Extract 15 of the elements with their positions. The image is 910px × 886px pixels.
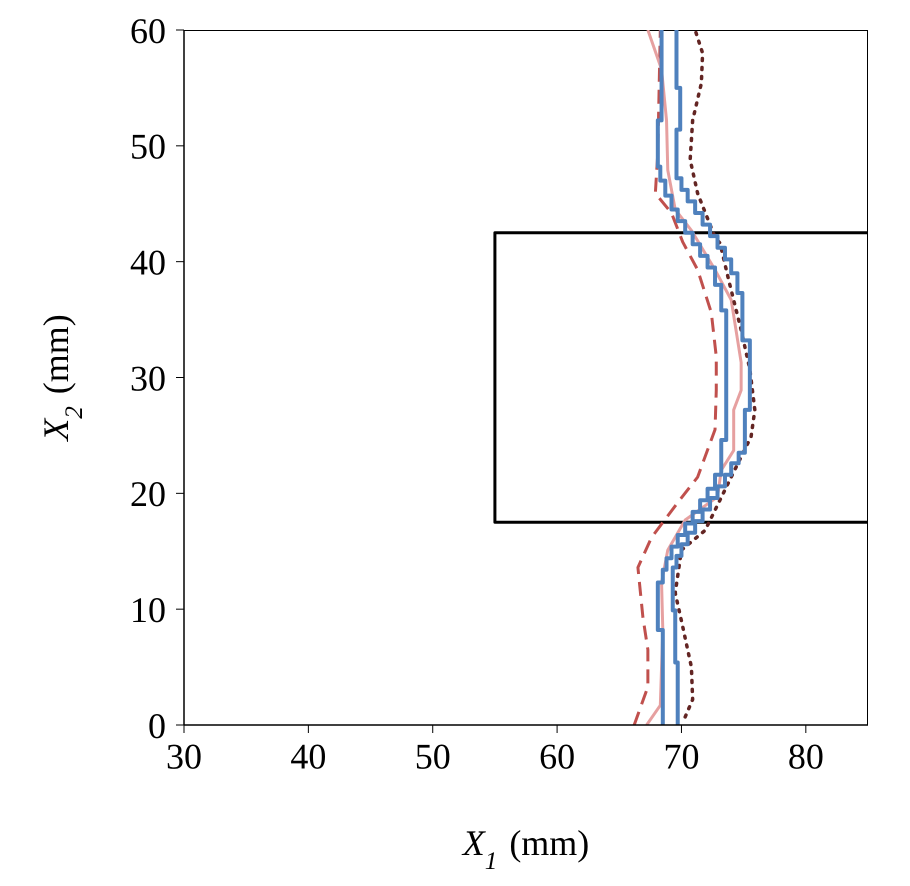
y-tick-label: 60 <box>130 10 166 51</box>
line-series <box>632 30 718 725</box>
x-tick-label: 70 <box>663 736 700 777</box>
y-tick-label: 30 <box>130 358 166 398</box>
y-tick-label: 50 <box>130 126 166 167</box>
x-tick-label: 50 <box>414 736 451 777</box>
y-tick-label: 0 <box>148 706 166 746</box>
x-axis-title: X$_{1}$ (mm) <box>460 823 590 874</box>
y-tick-label: 10 <box>130 590 166 630</box>
x-tick-label: 40 <box>290 736 326 777</box>
x-tick-label: 80 <box>788 736 824 777</box>
x-tick-label: 60 <box>539 736 576 777</box>
x-tick-label: 30 <box>166 736 202 777</box>
y-tick-label: 40 <box>130 242 166 282</box>
y-tick-label: 20 <box>130 474 166 514</box>
